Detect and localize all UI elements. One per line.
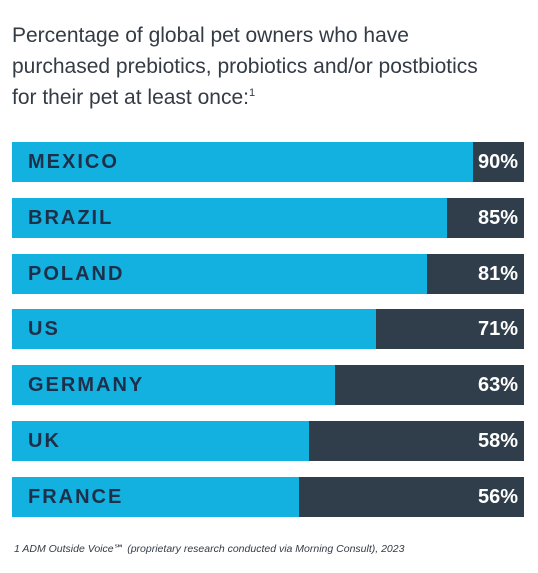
bar-row: MEXICO 90% (12, 142, 524, 182)
value-label: 90% (477, 151, 518, 173)
value-label: 63% (477, 374, 518, 396)
bar (12, 309, 376, 349)
category-label: GERMANY (28, 374, 145, 396)
category-label: POLAND (28, 263, 125, 285)
value-label: 71% (477, 318, 518, 340)
category-label: US (28, 318, 60, 340)
bar (12, 421, 309, 461)
bar (12, 198, 447, 238)
value-label: 85% (477, 207, 518, 229)
category-label: UK (28, 430, 61, 452)
category-label: BRAZIL (28, 207, 114, 229)
value-label: 56% (477, 486, 518, 508)
bar (12, 142, 473, 182)
value-label: 81% (477, 263, 518, 285)
bar-row: UK 58% (12, 421, 524, 461)
bar-row: FRANCE 56% (12, 477, 524, 517)
chart-title-line-3: for their pet at least once:1 (12, 82, 532, 113)
bar-row: US 71% (12, 309, 524, 349)
bar-row: POLAND 81% (12, 254, 524, 294)
category-label: MEXICO (28, 151, 119, 173)
bar-row: GERMANY 63% (12, 365, 524, 405)
source-footnote: 1 ADM Outside Voice℠ (proprietary resear… (14, 543, 405, 555)
category-label: FRANCE (28, 486, 124, 508)
chart-title-line-1: Percentage of global pet owners who have (12, 24, 409, 47)
bar (12, 254, 427, 294)
chart-title-line-2: purchased prebiotics, probiotics and/or … (12, 55, 478, 78)
chart-title: Percentage of global pet owners who have… (12, 20, 532, 113)
value-label: 58% (477, 430, 518, 452)
bar (12, 365, 335, 405)
bar-row: BRAZIL 85% (12, 198, 524, 238)
chart-title-line-3-text: for their pet at least once: (12, 86, 249, 109)
bar (12, 477, 299, 517)
title-footnote-marker: 1 (248, 87, 256, 99)
